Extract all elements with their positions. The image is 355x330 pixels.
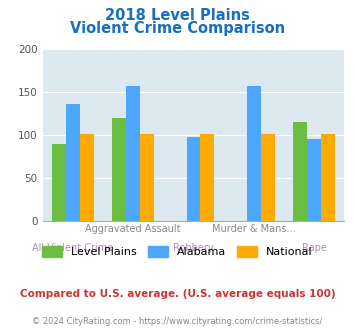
Bar — [52, 144, 66, 221]
Text: © 2024 CityRating.com - https://www.cityrating.com/crime-statistics/: © 2024 CityRating.com - https://www.city… — [32, 317, 323, 326]
Text: Violent Crime Comparison: Violent Crime Comparison — [70, 21, 285, 36]
Bar — [186, 137, 201, 221]
Bar — [126, 85, 140, 221]
Bar — [321, 134, 335, 221]
Bar — [247, 85, 261, 221]
Text: All Violent Crime: All Violent Crime — [32, 243, 113, 252]
Bar — [80, 134, 94, 221]
Text: Rape: Rape — [302, 243, 327, 252]
Bar — [66, 104, 80, 221]
Text: 2018 Level Plains: 2018 Level Plains — [105, 8, 250, 23]
Bar — [140, 134, 154, 221]
Text: Murder & Mans...: Murder & Mans... — [212, 224, 296, 234]
Legend: Level Plains, Alabama, National: Level Plains, Alabama, National — [38, 242, 317, 262]
Bar — [112, 118, 126, 221]
Text: Robbery: Robbery — [173, 243, 214, 252]
Bar — [293, 121, 307, 221]
Bar — [201, 134, 214, 221]
Text: Compared to U.S. average. (U.S. average equals 100): Compared to U.S. average. (U.S. average … — [20, 289, 335, 299]
Text: Aggravated Assault: Aggravated Assault — [85, 224, 181, 234]
Bar — [307, 139, 321, 221]
Bar — [261, 134, 275, 221]
